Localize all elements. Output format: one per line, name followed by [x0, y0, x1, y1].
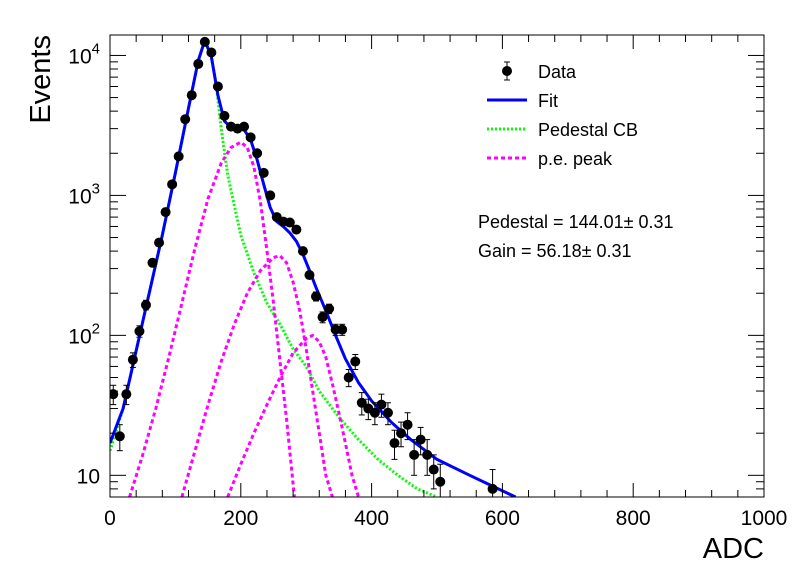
data-point: [114, 424, 125, 452]
data-point: [252, 148, 263, 159]
data-point: [343, 369, 354, 388]
fit-stats: Pedestal = 144.01± 0.31 Gain = 56.18± 0.3…: [478, 212, 674, 261]
data-point: [284, 217, 295, 228]
data-point: [415, 426, 426, 456]
data-point: [337, 323, 348, 336]
data-point: [304, 269, 315, 280]
plot-frame: [109, 34, 765, 498]
legend-label: p.e. peak: [538, 149, 613, 169]
fit-stat-line: Pedestal = 144.01± 0.31: [478, 212, 674, 232]
legend-marker: [502, 66, 512, 76]
data-point: [147, 257, 158, 268]
data-point: [140, 299, 151, 311]
x-tick-label: 600: [485, 507, 520, 530]
axis-ticks: [109, 35, 765, 498]
data-point: [317, 311, 328, 324]
data-point: [239, 121, 250, 132]
data-point: [110, 384, 119, 406]
legend-entry: Fit: [487, 91, 558, 111]
data-point: [350, 353, 361, 371]
legend-label: Fit: [538, 91, 558, 111]
x-tick-label: 200: [223, 507, 258, 530]
data-point: [167, 179, 178, 190]
legend-label: Pedestal CB: [538, 120, 638, 140]
x-tick-label: 800: [616, 507, 651, 530]
data-points-layer: [110, 36, 498, 497]
fit-stat-line: Gain = 56.18± 0.31: [478, 241, 632, 261]
x-tick-label: 1000: [741, 507, 788, 530]
data-point: [487, 469, 498, 497]
data-point: [212, 81, 223, 92]
curve-p-e-peak-1: [128, 140, 296, 497]
data-point: [311, 291, 322, 302]
legend: Data Fit Pedestal CB p.e. peak: [487, 61, 638, 169]
legend-label: Data: [538, 62, 577, 82]
data-point: [376, 393, 387, 418]
data-point: [245, 132, 256, 143]
y-tick-exponent: 3: [92, 180, 100, 197]
curve-p-e-peak-2: [180, 254, 334, 497]
y-tick-label: 10: [77, 465, 100, 488]
data-point: [199, 36, 210, 47]
y-tick-base: 10: [68, 325, 91, 348]
data-point: [265, 190, 276, 201]
x-tick-label: 400: [354, 507, 389, 530]
data-point: [127, 352, 138, 368]
curve-p-e-peak-3: [226, 333, 360, 497]
data-point: [186, 90, 197, 101]
y-tick-label: 104: [68, 40, 100, 68]
data-point: [324, 303, 335, 315]
y-tick-label: 102: [68, 320, 100, 348]
data-point: [154, 237, 165, 248]
legend-entry: Pedestal CB: [487, 120, 638, 140]
data-point: [219, 110, 230, 121]
data-point: [428, 454, 439, 490]
data-point: [121, 384, 132, 406]
y-tick-exponent: 2: [92, 320, 100, 337]
legend-entry: Data: [502, 61, 577, 82]
data-point: [402, 412, 413, 441]
data-point: [297, 246, 308, 257]
data-point: [180, 114, 191, 125]
data-point: [206, 47, 217, 58]
data-point: [422, 439, 433, 476]
data-point: [396, 421, 407, 448]
x-axis-title: ADC: [703, 533, 764, 565]
data-point: [389, 429, 400, 460]
data-point: [134, 325, 145, 338]
data-point: [382, 402, 393, 426]
legend-entry: p.e. peak: [487, 149, 613, 169]
y-tick-label: 103: [68, 180, 100, 208]
y-tick-exponent: 4: [92, 40, 100, 57]
y-tick-base: 10: [68, 45, 91, 68]
data-point: [291, 224, 302, 235]
data-point: [160, 207, 171, 218]
y-tick-base: 10: [68, 185, 91, 208]
data-point: [193, 58, 204, 69]
y-axis-title: Events: [25, 35, 57, 124]
x-tick-label: 0: [104, 507, 116, 530]
data-point: [258, 167, 269, 178]
data-point: [173, 151, 184, 162]
data-point: [435, 463, 446, 497]
data-point: [356, 392, 367, 416]
y-tick-base: 10: [77, 465, 100, 488]
